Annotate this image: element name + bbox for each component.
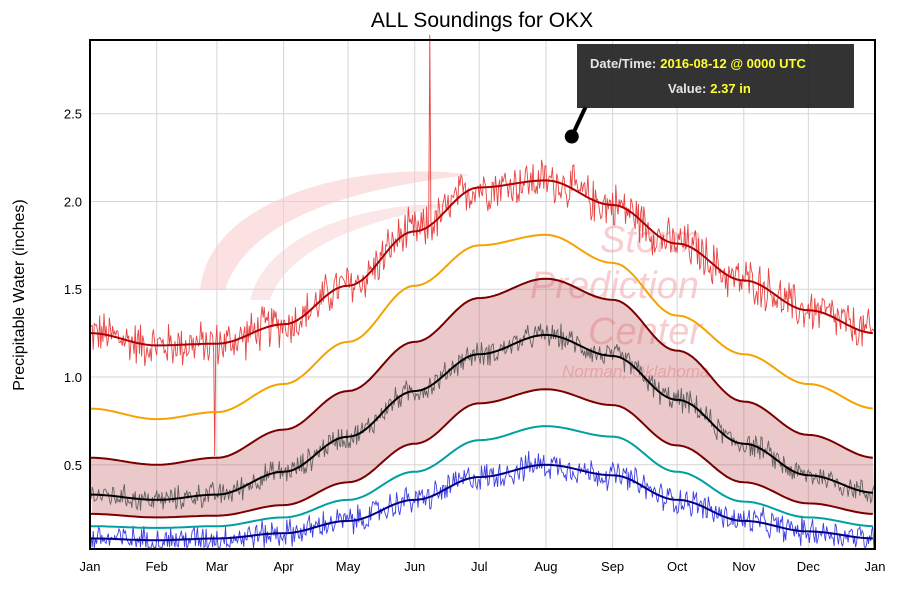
tooltip-value-line: Value: 2.37 in bbox=[668, 81, 751, 96]
series-max_moving_avg bbox=[89, 179, 873, 347]
axis-tick-labels: Jan Feb Mar Apr May Jun Jul Aug Sep Oct Nov Dec Jan 0… bbox=[64, 107, 886, 574]
tooltip-value-key: Value: bbox=[668, 81, 706, 96]
x-tick-label-6: Jul bbox=[471, 559, 488, 574]
watermark-swoosh-upper bbox=[200, 171, 470, 290]
chart-title: ALL Soundings for OKX bbox=[371, 9, 593, 32]
series-percentile_75 bbox=[89, 277, 873, 466]
tooltip-box bbox=[577, 44, 854, 108]
x-tick-label-4: May bbox=[336, 559, 361, 574]
watermark-swoosh-lower bbox=[250, 204, 455, 300]
x-tick-label-5: Jun bbox=[404, 559, 425, 574]
tooltip-date-key: Date/Time: bbox=[590, 56, 656, 71]
plot-area-frame bbox=[89, 39, 876, 550]
y-axis-label: Precipitable Water (inches) bbox=[11, 199, 28, 390]
x-tick-label-3: Apr bbox=[273, 559, 294, 574]
series-percentile_10 bbox=[90, 425, 873, 529]
band-25-75-fill bbox=[90, 278, 875, 518]
series-mean bbox=[90, 333, 873, 501]
y-tick-label-4: 2.5 bbox=[64, 107, 82, 122]
y-tick-label-0: 0.5 bbox=[64, 458, 82, 473]
y-tick-label-2: 1.5 bbox=[64, 282, 82, 297]
x-tick-label-7: Aug bbox=[534, 559, 557, 574]
x-tick-label-10: Nov bbox=[732, 559, 756, 574]
x-tick-label-12: Jan bbox=[865, 559, 886, 574]
value-tooltip: Date/Time: 2016-08-12 @ 0000 UTC Value: 2.… bbox=[564, 44, 854, 144]
y-tick-label-3: 2.0 bbox=[64, 194, 82, 209]
x-tick-label-9: Oct bbox=[667, 559, 688, 574]
tooltip-date-value: 2016-08-12 @ 0000 UTC bbox=[660, 56, 806, 71]
tooltip-date-line: Date/Time: 2016-08-12 @ 0000 UTC bbox=[590, 56, 806, 71]
series-percentile_90 bbox=[89, 233, 873, 421]
y-tick-label-1: 1.0 bbox=[64, 370, 82, 385]
interquartile-band bbox=[90, 278, 875, 518]
watermark-norman-oklahoma: Norman, Oklahoma bbox=[562, 362, 709, 381]
tooltip-value-value: 2.37 in bbox=[710, 81, 751, 96]
x-tick-label-0: Jan bbox=[80, 559, 101, 574]
x-tick-label-11: Dec bbox=[797, 559, 821, 574]
series-percentile_25 bbox=[90, 388, 873, 519]
series-lines bbox=[89, 34, 876, 550]
series-min_moving_avg bbox=[90, 463, 873, 542]
tooltip-data-point[interactable] bbox=[564, 129, 579, 144]
x-tick-label-8: Sep bbox=[601, 559, 624, 574]
x-tick-label-2: Mar bbox=[206, 559, 229, 574]
x-tick-label-1: Feb bbox=[145, 559, 167, 574]
